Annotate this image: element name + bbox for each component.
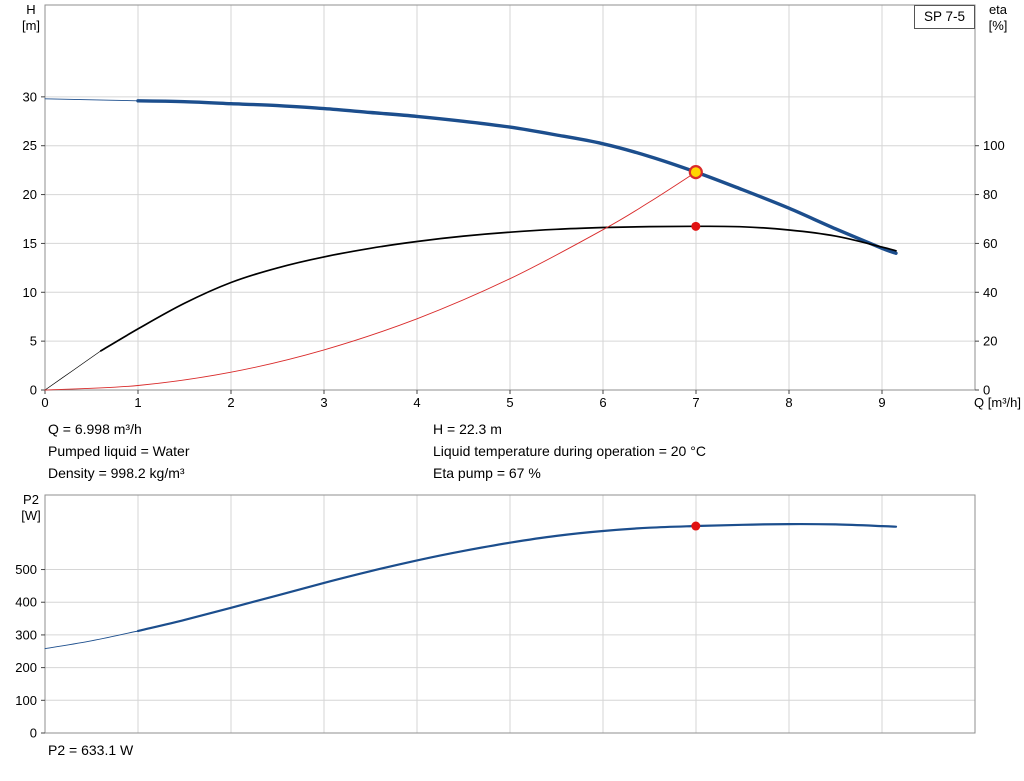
annotation-eta: Eta pump = 67 % — [433, 465, 541, 481]
x-axis-title: Q [m³/h] — [974, 395, 1021, 410]
p2-chart: 0 100 200 300 400 500 P2[W] — [15, 492, 976, 741]
eta-point[interactable] — [691, 221, 701, 231]
y-tick-label: 200 — [15, 660, 37, 675]
annotation-p2: P2 = 633.1 W — [48, 742, 134, 758]
x-tick-label: 0 — [41, 395, 48, 410]
y-tick-label: 15 — [23, 236, 37, 251]
y-axis-title: H — [26, 2, 35, 17]
eta-curve — [99, 225, 897, 352]
y-axis-title: P2 — [23, 492, 39, 507]
y2-axis-title: eta — [989, 2, 1008, 17]
x-tick-label: 7 — [692, 395, 699, 410]
system-curve — [44, 171, 697, 391]
pump-model-badge: SP 7-5 — [913, 5, 975, 29]
hq-eta-chart: 0 1 2 3 4 5 6 7 8 9 0 5 10 15 20 25 30 0 20 40 60 80 100 H[m] et… — [22, 2, 1021, 410]
annotation-liquid: Pumped liquid = Water — [48, 443, 190, 459]
y-tick-label: 0 — [30, 726, 37, 741]
p2-point[interactable] — [691, 521, 701, 531]
y-tick-label: 500 — [15, 562, 37, 577]
y-tick-label: 5 — [30, 334, 37, 349]
x-tick-label: 4 — [413, 395, 420, 410]
y2-tick-label: 40 — [983, 285, 997, 300]
x-tick-label: 2 — [227, 395, 234, 410]
y2-tick-label: 0 — [983, 383, 990, 398]
duty-point-annotations: Q = 6.998 m³/h H = 22.3 m Pumped liquid … — [48, 420, 706, 482]
y-tick-label: 10 — [23, 285, 37, 300]
y-axis-unit: [m] — [22, 18, 40, 33]
x-tick-label: 1 — [134, 395, 141, 410]
y2-axis-unit: [%] — [989, 18, 1008, 33]
y2-tick-label: 20 — [983, 334, 997, 349]
y2-tick-label: 80 — [983, 187, 997, 202]
p2-curve-lead — [44, 630, 139, 650]
y-tick-label: 25 — [23, 138, 37, 153]
x-tick-label: 5 — [506, 395, 513, 410]
y-tick-label: 30 — [23, 89, 37, 104]
h-curve — [136, 99, 898, 255]
y-tick-label: 20 — [23, 187, 37, 202]
x-tick-label: 8 — [785, 395, 792, 410]
annotation-density: Density = 998.2 kg/m³ — [48, 465, 185, 481]
x-tick-label: 3 — [320, 395, 327, 410]
y-axis-unit: [W] — [21, 508, 41, 523]
y2-tick-label: 100 — [983, 138, 1005, 153]
h-curve-lead — [44, 98, 139, 102]
y-tick-label: 100 — [15, 693, 37, 708]
x-tick-label: 6 — [599, 395, 606, 410]
p2-curve — [136, 522, 898, 633]
eta-curve-lead — [44, 350, 102, 391]
y2-tick-label: 60 — [983, 236, 997, 251]
annotation-temperature: Liquid temperature during operation = 20… — [433, 443, 706, 459]
y-tick-label: 300 — [15, 627, 37, 642]
annotation-head: H = 22.3 m — [433, 421, 502, 437]
y-tick-label: 0 — [30, 383, 37, 398]
y-tick-label: 400 — [15, 595, 37, 610]
annotation-flow: Q = 6.998 m³/h — [48, 421, 142, 437]
duty-point[interactable] — [688, 164, 703, 180]
x-tick-label: 9 — [878, 395, 885, 410]
